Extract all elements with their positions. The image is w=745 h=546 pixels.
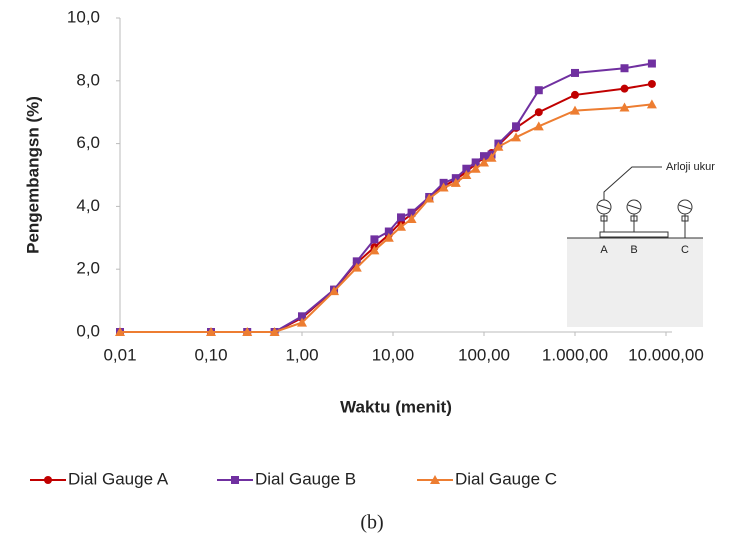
y-axis-label: Pengembangsn (%) [23,96,42,254]
series-line [120,62,653,333]
inset-diagram [567,166,703,327]
marker [424,193,435,203]
x-tick-label: 1,00 [285,345,318,364]
caption: (b) [360,512,383,534]
marker [647,79,656,88]
x-tick-label: 0,01 [103,345,136,364]
legend-label: Dial Gauge B [255,469,356,488]
legend-marker [44,476,52,484]
x-tick-label: 0,10 [194,345,227,364]
marker [206,327,216,336]
marker [384,227,393,236]
marker [298,312,306,321]
marker [571,68,579,77]
marker [329,286,340,296]
marker [619,102,630,112]
legend-marker [430,475,440,484]
y-tick-label: 8,0 [76,70,100,89]
marker [407,208,416,217]
marker [571,90,579,99]
inset-point: B [630,244,637,256]
marker [511,132,522,142]
legend-label: Dial Gauge C [455,469,557,488]
inset-point: A [600,244,608,256]
marker [620,64,629,73]
marker [620,84,629,93]
marker [534,108,543,117]
marker [438,182,449,192]
marker [470,163,481,173]
x-axis-label: Waktu (menit) [340,397,452,416]
marker [406,213,417,223]
x-tick-label: 10,00 [372,345,415,364]
marker [351,262,362,272]
marker [397,213,406,222]
inset-point: C [681,244,689,256]
x-tick-label: 10.000,00 [628,345,704,364]
y-tick-label: 2,0 [76,259,100,278]
inset-label: Arloji ukur [666,161,715,173]
marker [480,152,488,161]
marker [370,235,379,244]
marker [269,327,280,336]
x-tick-label: 100,00 [458,345,510,364]
y-tick-label: 10,0 [67,7,100,26]
y-tick-label: 0,0 [76,321,100,340]
marker [462,164,471,173]
marker [533,121,544,131]
y-tick-label: 4,0 [76,196,100,215]
series-line [120,103,653,333]
marker [647,59,656,68]
y-tick-label: 6,0 [76,133,100,152]
marker [646,99,657,109]
marker [297,317,307,327]
legend-label: Dial Gauge A [68,469,169,488]
marker [383,232,394,242]
marker [352,257,361,266]
marker [450,177,461,187]
marker [396,221,407,231]
marker [493,141,504,151]
marker [486,152,497,162]
marker [461,170,472,179]
x-tick-label: 1.000,00 [542,345,608,364]
marker [479,157,489,167]
marker [369,245,380,255]
legend-marker [231,476,239,484]
marker [512,122,521,131]
marker [242,327,253,336]
marker [471,158,480,167]
marker [115,327,125,336]
marker [534,86,543,95]
marker [570,105,580,115]
